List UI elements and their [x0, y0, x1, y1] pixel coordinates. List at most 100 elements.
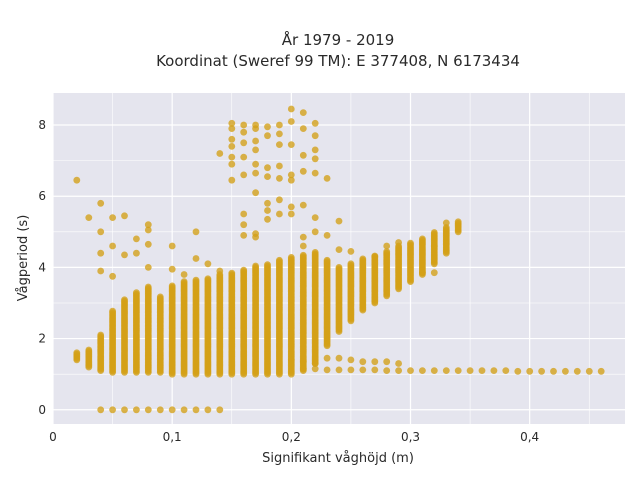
data-point [442, 219, 450, 227]
data-point [430, 367, 438, 374]
data-point [311, 169, 319, 177]
data-point [192, 228, 200, 236]
data-point [347, 366, 355, 374]
data-point [228, 269, 236, 277]
data-point [538, 367, 545, 375]
data-point [180, 406, 188, 414]
data-point [514, 367, 522, 375]
data-point [85, 346, 93, 354]
data-point [264, 132, 271, 140]
chart-title-line-1: År 1979 - 2019 [282, 30, 395, 49]
data-point [335, 264, 343, 271]
data-point [371, 366, 379, 374]
data-point [216, 267, 224, 275]
data-point [335, 366, 343, 374]
data-point [240, 121, 248, 129]
data-point [168, 242, 176, 250]
data-point [359, 264, 367, 271]
x-tick-label: 0,1 [163, 430, 182, 444]
data-point [192, 406, 200, 414]
data-point [97, 228, 105, 236]
x-tick-label: 0,4 [520, 430, 539, 444]
data-point [347, 260, 355, 268]
data-point [395, 239, 402, 246]
data-point [252, 146, 259, 154]
data-point [585, 367, 593, 375]
data-point [252, 169, 259, 177]
data-point [287, 203, 295, 211]
data-point [299, 251, 307, 259]
data-point [502, 367, 510, 374]
data-point [133, 406, 140, 414]
data-point [359, 358, 367, 366]
data-point [276, 256, 283, 264]
data-point [442, 367, 450, 374]
data-point [430, 269, 438, 277]
data-point [252, 262, 259, 270]
data-point [264, 173, 271, 181]
data-point [168, 265, 176, 273]
data-point [97, 249, 105, 257]
data-point [383, 367, 391, 374]
data-point [264, 123, 271, 131]
data-point [228, 160, 236, 168]
data-point [144, 240, 152, 248]
data-point [311, 365, 319, 373]
data-point [395, 367, 402, 374]
data-point [478, 367, 486, 374]
x-axis-label: Signifikant våghöjd (m) [262, 451, 414, 466]
data-point [573, 367, 581, 375]
data-point [454, 367, 462, 374]
data-point [97, 199, 105, 207]
data-point [311, 214, 319, 222]
data-point [287, 171, 295, 179]
data-point [168, 406, 176, 414]
data-point [311, 119, 319, 127]
data-point [371, 358, 379, 366]
data-point [252, 160, 259, 168]
data-point [240, 210, 248, 218]
data-point [264, 261, 271, 268]
data-point [109, 214, 116, 222]
data-point [430, 229, 438, 236]
data-point [371, 253, 379, 261]
data-point [383, 358, 391, 366]
data-point [311, 360, 319, 367]
data-point [407, 239, 414, 247]
data-point [204, 260, 212, 268]
data-point [228, 119, 236, 127]
data-point [240, 128, 248, 136]
data-point [407, 367, 414, 374]
data-point [299, 151, 307, 159]
data-point [419, 269, 426, 277]
data-point [144, 406, 152, 414]
data-point [299, 167, 307, 175]
data-point [430, 242, 438, 250]
data-point [323, 354, 331, 362]
data-point [323, 256, 331, 264]
data-point [335, 246, 343, 254]
data-point [240, 266, 248, 274]
data-point [121, 251, 128, 259]
data-point [526, 367, 534, 375]
data-point [240, 232, 248, 239]
data-point [252, 125, 259, 132]
chart-title-line-2: Koordinat (Sweref 99 TM): E 377408, N 61… [156, 52, 520, 70]
data-point [323, 232, 331, 239]
data-point [550, 367, 557, 375]
data-point [109, 242, 116, 250]
data-point [299, 233, 307, 241]
y-axis-label: Vågperiod (s) [16, 215, 31, 302]
data-point [228, 153, 236, 161]
data-point [323, 175, 331, 182]
data-point [156, 293, 164, 301]
data-point [216, 406, 224, 414]
data-point [228, 176, 236, 184]
data-point [359, 366, 367, 374]
data-point [276, 141, 283, 149]
x-tick-label: 0 [49, 430, 57, 444]
data-point [359, 255, 367, 263]
data-point [562, 367, 569, 375]
data-point [299, 125, 307, 132]
